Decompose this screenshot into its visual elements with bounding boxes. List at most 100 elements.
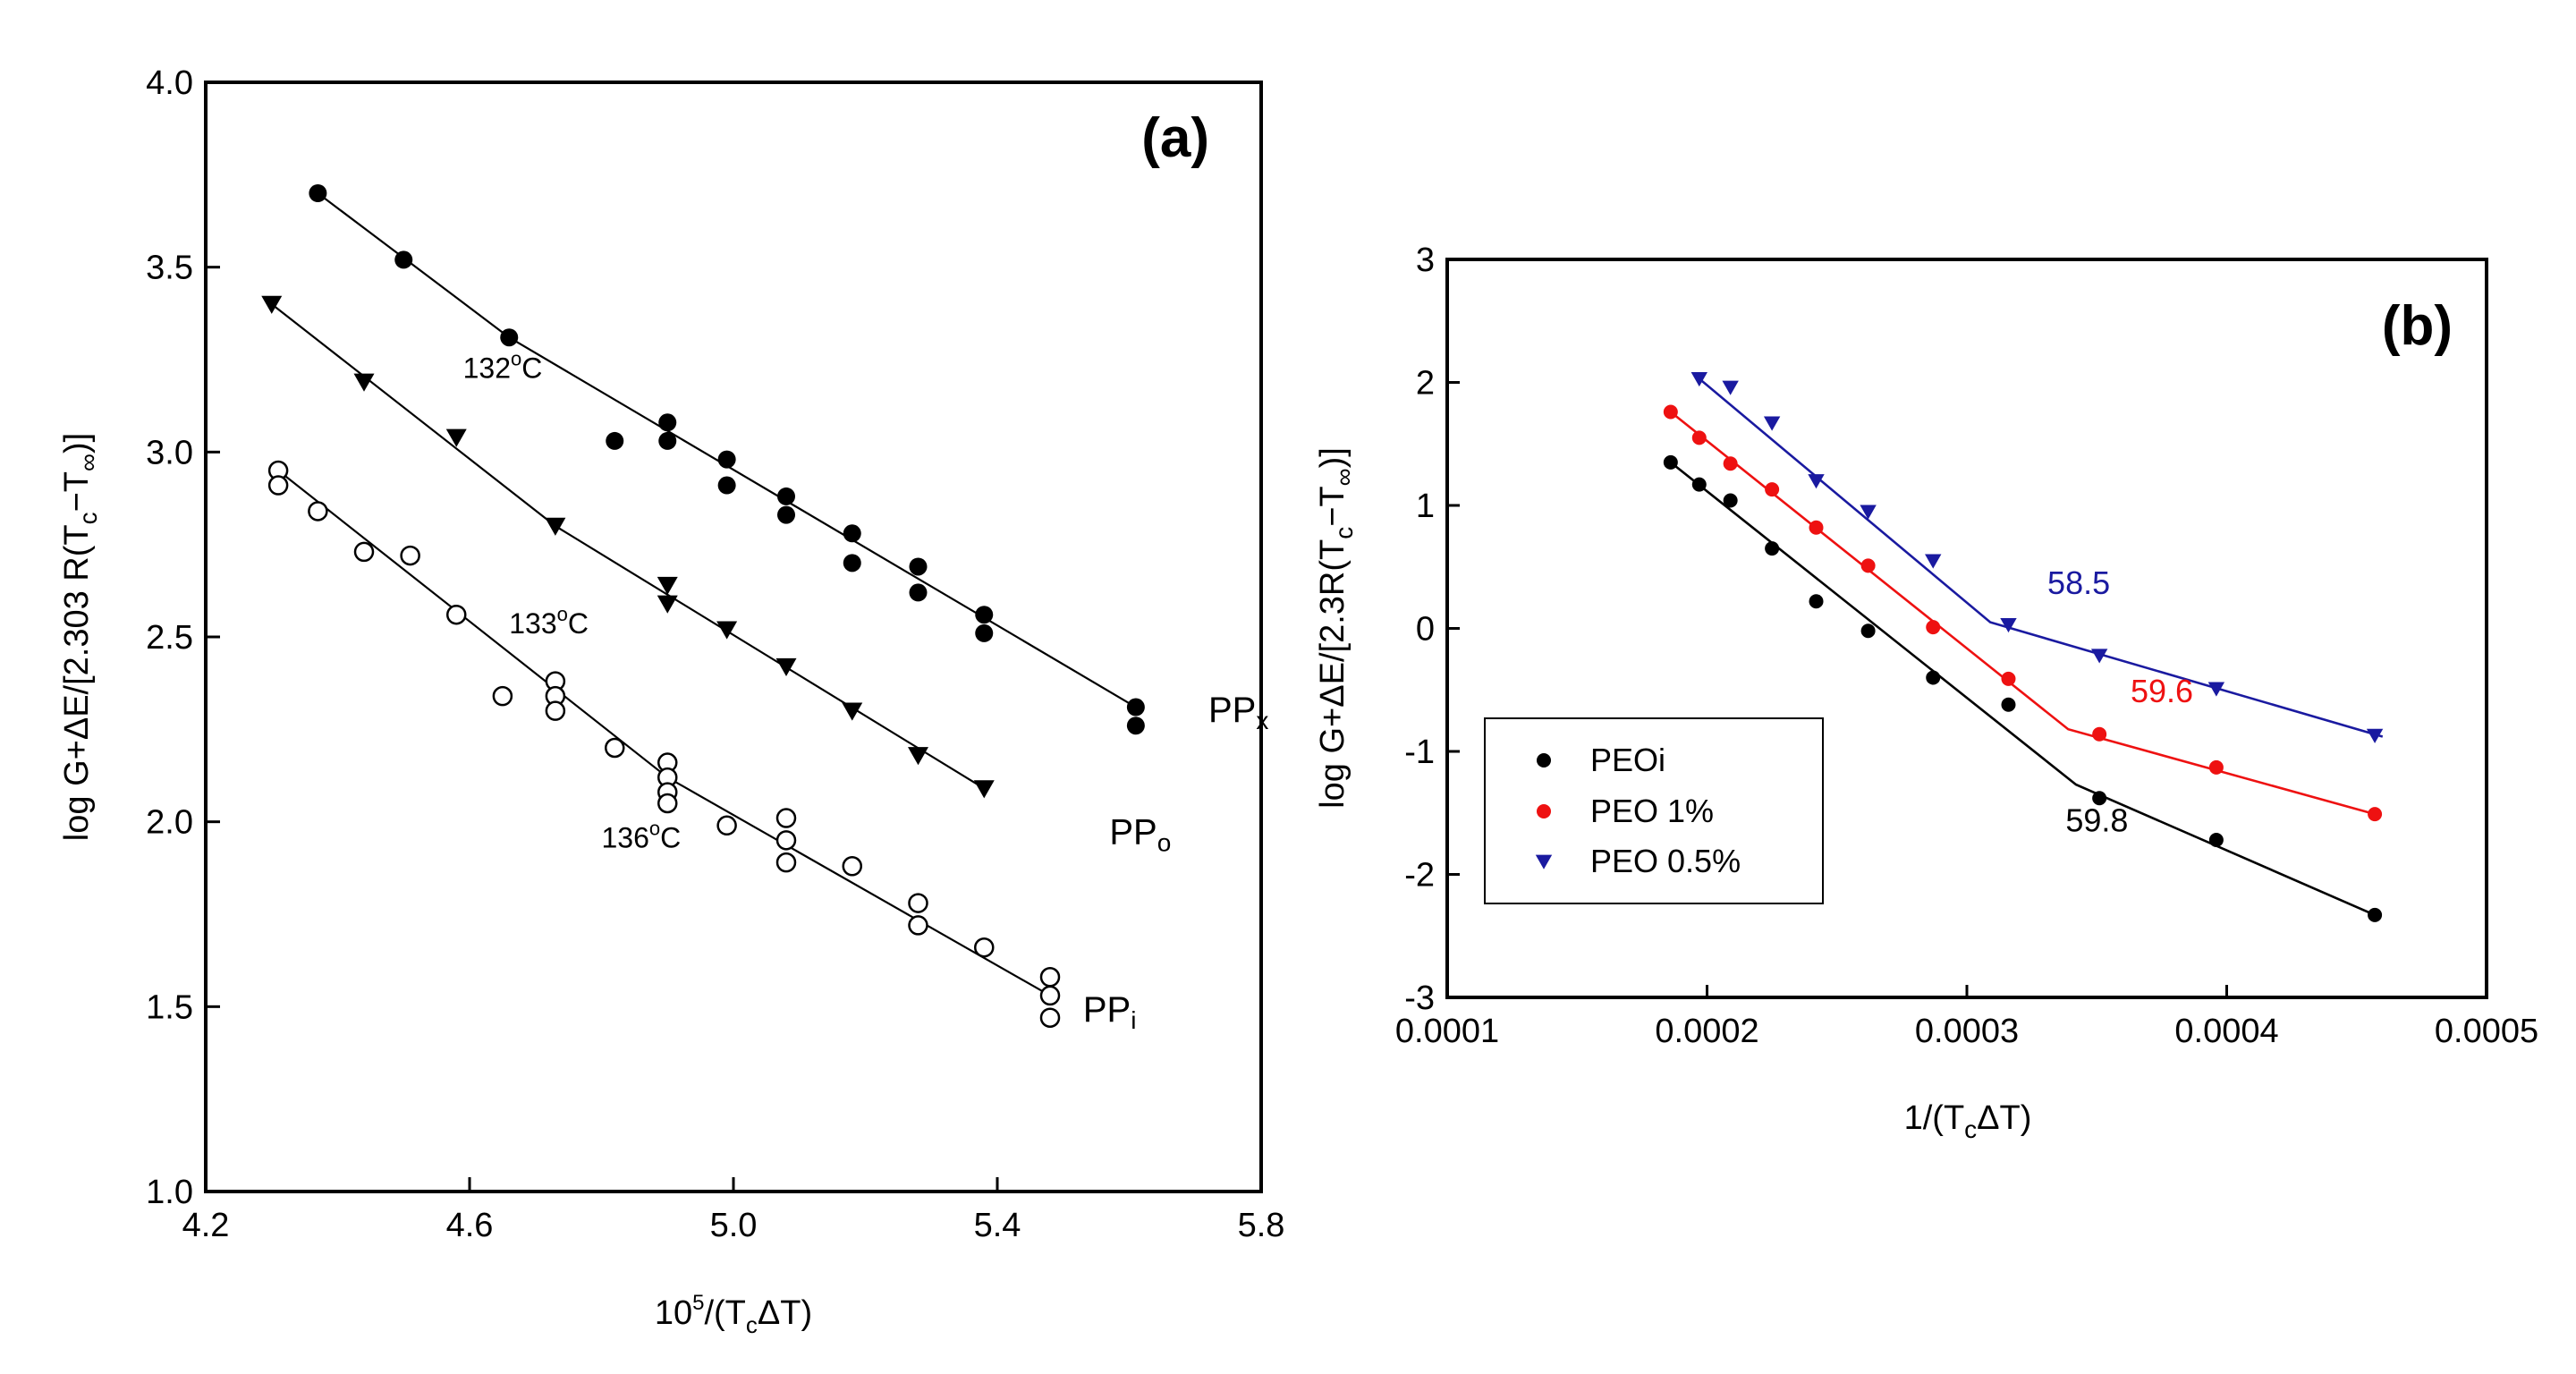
peo-1-point (1691, 430, 1707, 445)
ppx-point (606, 431, 624, 450)
peoi-point (1926, 670, 1941, 685)
peo-0-5-point (1722, 380, 1739, 395)
panel-b-y-tick-label: -1 (1404, 734, 1435, 771)
ppi-point (446, 604, 467, 625)
ppi-point (400, 545, 420, 566)
ppx-point (975, 623, 994, 642)
peoi-point (1765, 541, 1780, 556)
panel-b-y-tick-label: -3 (1404, 980, 1435, 1017)
panel-a-y-ticks: 1.0 1.5 2.0 2.5 3.0 3.5 4.0 (146, 64, 220, 1211)
panel-b-fit-lines (1670, 377, 2384, 917)
ppo-point (908, 747, 928, 766)
ppo-point (445, 428, 467, 447)
ppi-point (1039, 967, 1061, 988)
ppx-point (717, 450, 736, 469)
peo-1-point (1809, 520, 1824, 535)
ppx-point (658, 413, 677, 432)
ppo-point (842, 702, 863, 721)
panel-a-y-tick-label: 2.5 (146, 619, 193, 657)
peo-0-5-point (2090, 649, 2108, 664)
ppx-point (658, 431, 677, 450)
ppi-point (605, 737, 625, 759)
panel-b-x-tick-label: 0.0001 (1395, 1013, 1499, 1050)
panel-a-x-tick-label: 5.0 (710, 1207, 758, 1244)
ppi-point (353, 541, 375, 563)
ppx-point (843, 554, 861, 572)
ppi-point (842, 856, 862, 877)
ppo-series-label: PPo (1109, 812, 1171, 856)
peo-1-point (2092, 726, 2107, 742)
peo-0-5-point (1860, 505, 1877, 520)
ppi-point (775, 808, 797, 828)
panel-a-y-tick-label: 3.0 (146, 434, 193, 471)
panel-a-x-tick-label: 4.6 (446, 1207, 494, 1244)
legend-marker (1537, 804, 1551, 818)
peo-1-point (1860, 558, 1876, 573)
peo-0-5-point (1763, 416, 1781, 431)
legend-marker (1535, 854, 1553, 869)
panel-a-y-tick-label: 3.5 (146, 250, 193, 287)
ppx-series-label: PPx (1208, 691, 1268, 734)
peoi-point (2092, 791, 2107, 806)
panel-b-chart: 0.0001 0.0002 0.0003 0.0004 0.0005 -3 -2 -1 0 1 2… (1314, 242, 2538, 1143)
ppi-point (308, 501, 328, 522)
ppx-point (909, 583, 928, 602)
ppi-point (908, 915, 928, 936)
ppx-point (975, 606, 994, 624)
peo-0-5-point (1808, 474, 1825, 489)
peoi-point (1663, 454, 1678, 470)
panel-a-data-points (261, 184, 1145, 1028)
peoi-point (2208, 833, 2224, 847)
ppo-point (657, 595, 678, 614)
panel-a-x-ticks: 4.2 4.6 5.0 5.4 5.8 (182, 1177, 1285, 1244)
panel-b-y-axis-title: log G+ΔE/[2.3R(Tc−T∞)] (1314, 447, 1358, 809)
panel-a-y-axis-title: log G+ΔE/[2.303 R(Tc−T∞)] (58, 433, 102, 841)
ppi-point (775, 830, 797, 851)
ppx-point (394, 250, 413, 269)
ppi-fit-line (666, 776, 1051, 997)
ppo-point (973, 780, 995, 799)
peo-1-fit-line (1670, 411, 2376, 816)
temperature-annotation: 136oC (602, 818, 682, 854)
breakpoint-annotation: 59.6 (2131, 673, 2193, 709)
ppx-point (1126, 698, 1145, 717)
ppx-fit-line (317, 192, 510, 339)
ppx-point (777, 487, 795, 505)
ppo-point (716, 621, 738, 640)
ppx-point (500, 328, 519, 347)
ppo-fit-line (271, 303, 556, 527)
ppo-point (657, 576, 678, 596)
peo-0-5-point (1925, 554, 1942, 569)
legend-markers (1535, 753, 1553, 869)
panel-b-y-ticks: -3 -2 -1 0 1 2 3 (1404, 242, 1460, 1017)
panel-b-breakpoint-annotations: 58.5 59.6 59.8 (2047, 564, 2193, 838)
panel-a-series-labels: PPx PPo PPi (1083, 691, 1268, 1034)
peoi-point (1860, 623, 1876, 639)
panel-a-x-tick-label: 5.8 (1238, 1207, 1285, 1244)
peo-1-point (2208, 759, 2224, 775)
ppi-point (908, 893, 928, 913)
panel-b-x-axis-title: 1/(TcΔT) (1904, 1099, 2032, 1143)
peoi-point (1723, 493, 1738, 508)
panel-b-y-tick-label: 2 (1416, 365, 1435, 403)
panel-a-y-tick-label: 4.0 (146, 64, 193, 102)
peo-1-point (2001, 671, 2016, 686)
ppi-point (492, 685, 513, 707)
ppx-fit-line (508, 336, 1137, 708)
peo-1-point (1765, 482, 1780, 497)
ppo-point (775, 657, 797, 676)
panel-a-y-tick-label: 1.0 (146, 1174, 193, 1211)
ppo-fit-line (555, 525, 985, 790)
ppo-point (353, 373, 375, 392)
ppi-point (545, 700, 566, 721)
ppo-point (261, 295, 283, 314)
breakpoint-annotation: 59.8 (2065, 802, 2128, 838)
panel-b-legend: PEOi PEO 1% PEO 0.5% (1484, 717, 1824, 904)
peo-0-5-point (2207, 682, 2225, 697)
ppi-point (1039, 1007, 1061, 1028)
panel-b-y-tick-label: 1 (1416, 488, 1435, 525)
legend-label-peo-05pct: PEO 0.5% (1590, 843, 1741, 879)
panel-a-temperature-annotations: 132oC 133oC 136oC (463, 348, 682, 854)
panel-b-x-ticks: 0.0001 0.0002 0.0003 0.0004 0.0005 (1395, 985, 2538, 1050)
peo-1-point (1723, 456, 1738, 471)
